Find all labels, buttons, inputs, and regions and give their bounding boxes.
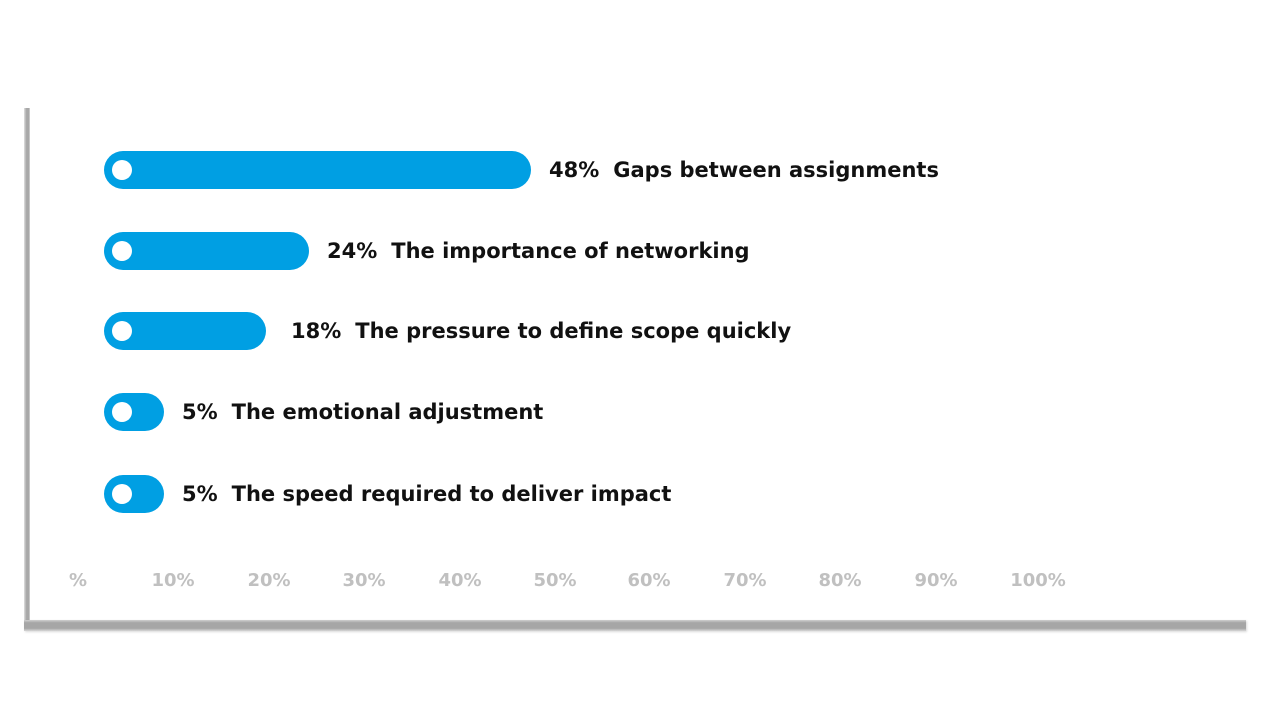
x-tick: 50% bbox=[533, 570, 577, 591]
bar-row-speed: 5% The speed required to deliver impact bbox=[104, 475, 671, 513]
x-tick: 20% bbox=[247, 570, 291, 591]
chart-frame-left-border bbox=[24, 108, 30, 630]
bar-label: The emotional adjustment bbox=[231, 400, 544, 424]
bar-row-scope: 18% The pressure to define scope quickly bbox=[104, 312, 791, 350]
bar bbox=[104, 393, 164, 431]
x-tick: 70% bbox=[723, 570, 767, 591]
x-tick: 100% bbox=[1010, 570, 1066, 591]
bar bbox=[104, 151, 531, 189]
x-tick: 60% bbox=[627, 570, 671, 591]
bar-dot-icon bbox=[112, 484, 132, 504]
bar-row-emotional: 5% The emotional adjustment bbox=[104, 393, 543, 431]
bar-row-gaps: 48% Gaps between assignments bbox=[104, 151, 939, 189]
bar-value: 5% bbox=[182, 482, 218, 506]
bar bbox=[104, 475, 164, 513]
bar-label: Gaps between assignments bbox=[613, 158, 939, 182]
x-tick: 30% bbox=[342, 570, 386, 591]
bar-label: The speed required to deliver impact bbox=[231, 482, 672, 506]
bar-value: 18% bbox=[291, 319, 342, 343]
bar-value: 24% bbox=[327, 239, 378, 263]
bar-value: 5% bbox=[182, 400, 218, 424]
x-tick: 80% bbox=[818, 570, 862, 591]
bar bbox=[104, 312, 266, 350]
bar-row-networking: 24% The importance of networking bbox=[104, 232, 750, 270]
bar-value: 48% bbox=[549, 158, 600, 182]
chart-frame-bottom-border bbox=[24, 620, 1246, 631]
bar bbox=[104, 232, 309, 270]
x-tick: 90% bbox=[914, 570, 958, 591]
x-tick: % bbox=[68, 570, 88, 591]
bar-dot-icon bbox=[112, 321, 132, 341]
bar-dot-icon bbox=[112, 160, 132, 180]
bar-dot-icon bbox=[112, 241, 132, 261]
x-tick: 40% bbox=[438, 570, 482, 591]
x-tick: 10% bbox=[151, 570, 195, 591]
bar-dot-icon bbox=[112, 402, 132, 422]
bar-label: The importance of networking bbox=[391, 239, 750, 263]
bar-label: The pressure to define scope quickly bbox=[355, 319, 792, 343]
